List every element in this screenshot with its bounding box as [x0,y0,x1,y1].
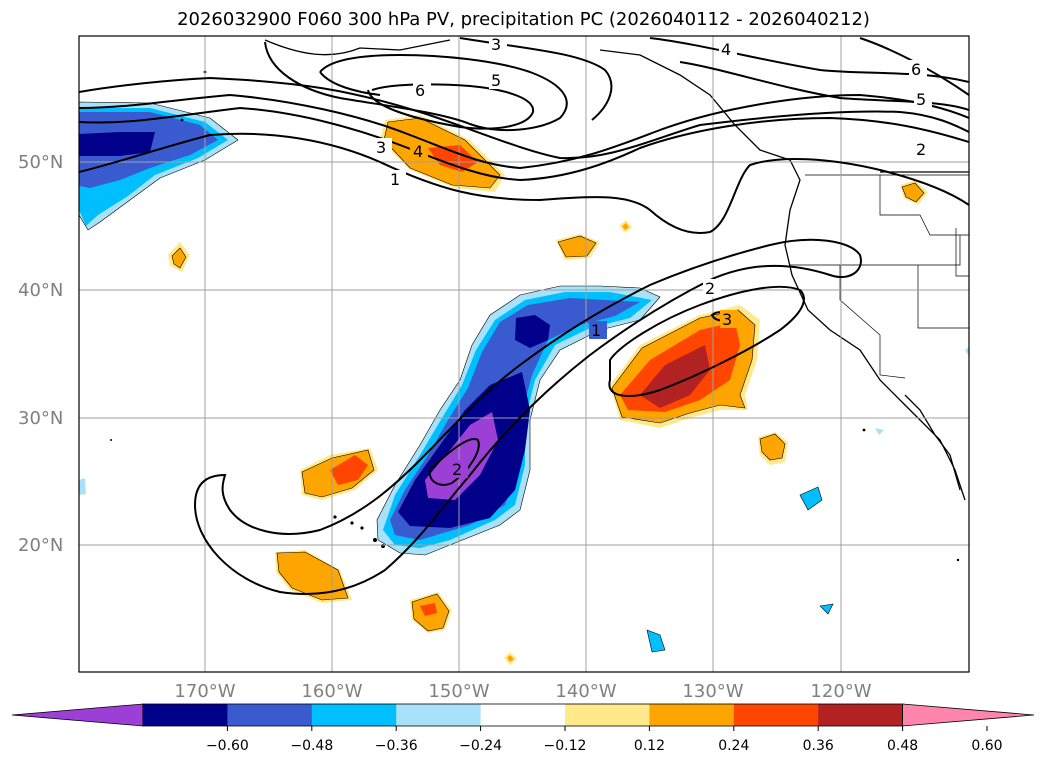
neg-precip-northwest [79,101,239,231]
lat-label: 20°N [18,535,63,556]
contour-label: 2 [916,140,926,159]
colorbar-segment [649,704,735,726]
colorbar-segment [396,704,482,726]
colorbar: −0.60 −0.48 −0.36 −0.24 −0.12 0.12 0.24 0.36 0.4… [11,703,1035,754]
lat-label: 40°N [18,280,63,301]
map-frame [78,35,970,673]
map-title: 2026032900 F060 300 hPa PV, precipitatio… [177,9,870,30]
lat-label: 30°N [18,408,63,429]
lon-label: 140°W [555,681,616,702]
lon-label: 150°W [428,681,489,702]
contour-label: 4 [413,142,423,161]
contour-label: 4 [721,40,731,59]
lat-label: 50°N [18,152,63,173]
colorbar-segment [733,704,819,726]
colorbar-tick-label: 0.24 [718,738,749,754]
contour-label: 5 [491,71,501,90]
contour-label: 1 [390,170,400,189]
colorbar-segment [311,704,397,726]
colorbar-extend-low [11,703,144,727]
pos-precip-east [610,305,760,428]
islands [110,70,960,562]
colorbar-segment [818,704,904,726]
colorbar-segment [227,704,313,726]
contour-labels: 3 4 5 6 6 5 4 3 2 1 1 2 2 3 [374,35,932,479]
colorbar-segment [480,704,566,726]
contour-label: 6 [911,60,921,79]
lon-label: 160°W [301,681,362,702]
colorbar-tick-label: 0.60 [971,738,1002,754]
colorbar-tick-label: −0.36 [375,738,418,754]
contour-label: 6 [415,81,425,100]
lat-axis: 50°N 40°N 30°N 20°N [18,152,63,556]
colorbar-extend-high [902,703,1035,727]
contour-label: 3 [491,35,501,54]
contour-label: 1 [591,321,601,340]
neg-precip-spots [79,346,969,653]
contour-label: 5 [916,90,926,109]
lon-label: 120°W [810,681,871,702]
lon-label: 170°W [174,681,235,702]
colorbar-tick-label: 0.48 [887,738,918,754]
gridlines [79,36,969,672]
colorbar-segment [143,704,228,726]
contour-label: 2 [452,460,462,479]
contour-label: 2 [705,279,715,298]
coastlines [264,39,969,501]
colorbar-tick-label: −0.12 [544,738,587,754]
map-area: 3 4 5 6 6 5 4 3 2 1 1 2 2 3 [79,35,969,672]
lon-label: 130°W [682,681,743,702]
colorbar-segment [565,704,650,726]
colorbar-tick-label: 0.12 [634,738,665,754]
colorbar-outline [142,703,903,727]
colorbar-tick-label: −0.60 [206,738,249,754]
colorbar-tick-label: −0.48 [290,738,333,754]
colorbar-tick-label: −0.24 [459,738,502,754]
contour-label: 3 [376,138,386,157]
borders [790,174,969,379]
pos-precip-spots [168,180,928,665]
lon-axis: 170°W 160°W 150°W 140°W 130°W 120°W [174,681,871,702]
contour-label: 3 [722,310,732,329]
colorbar-tick-label: 0.36 [803,738,834,754]
